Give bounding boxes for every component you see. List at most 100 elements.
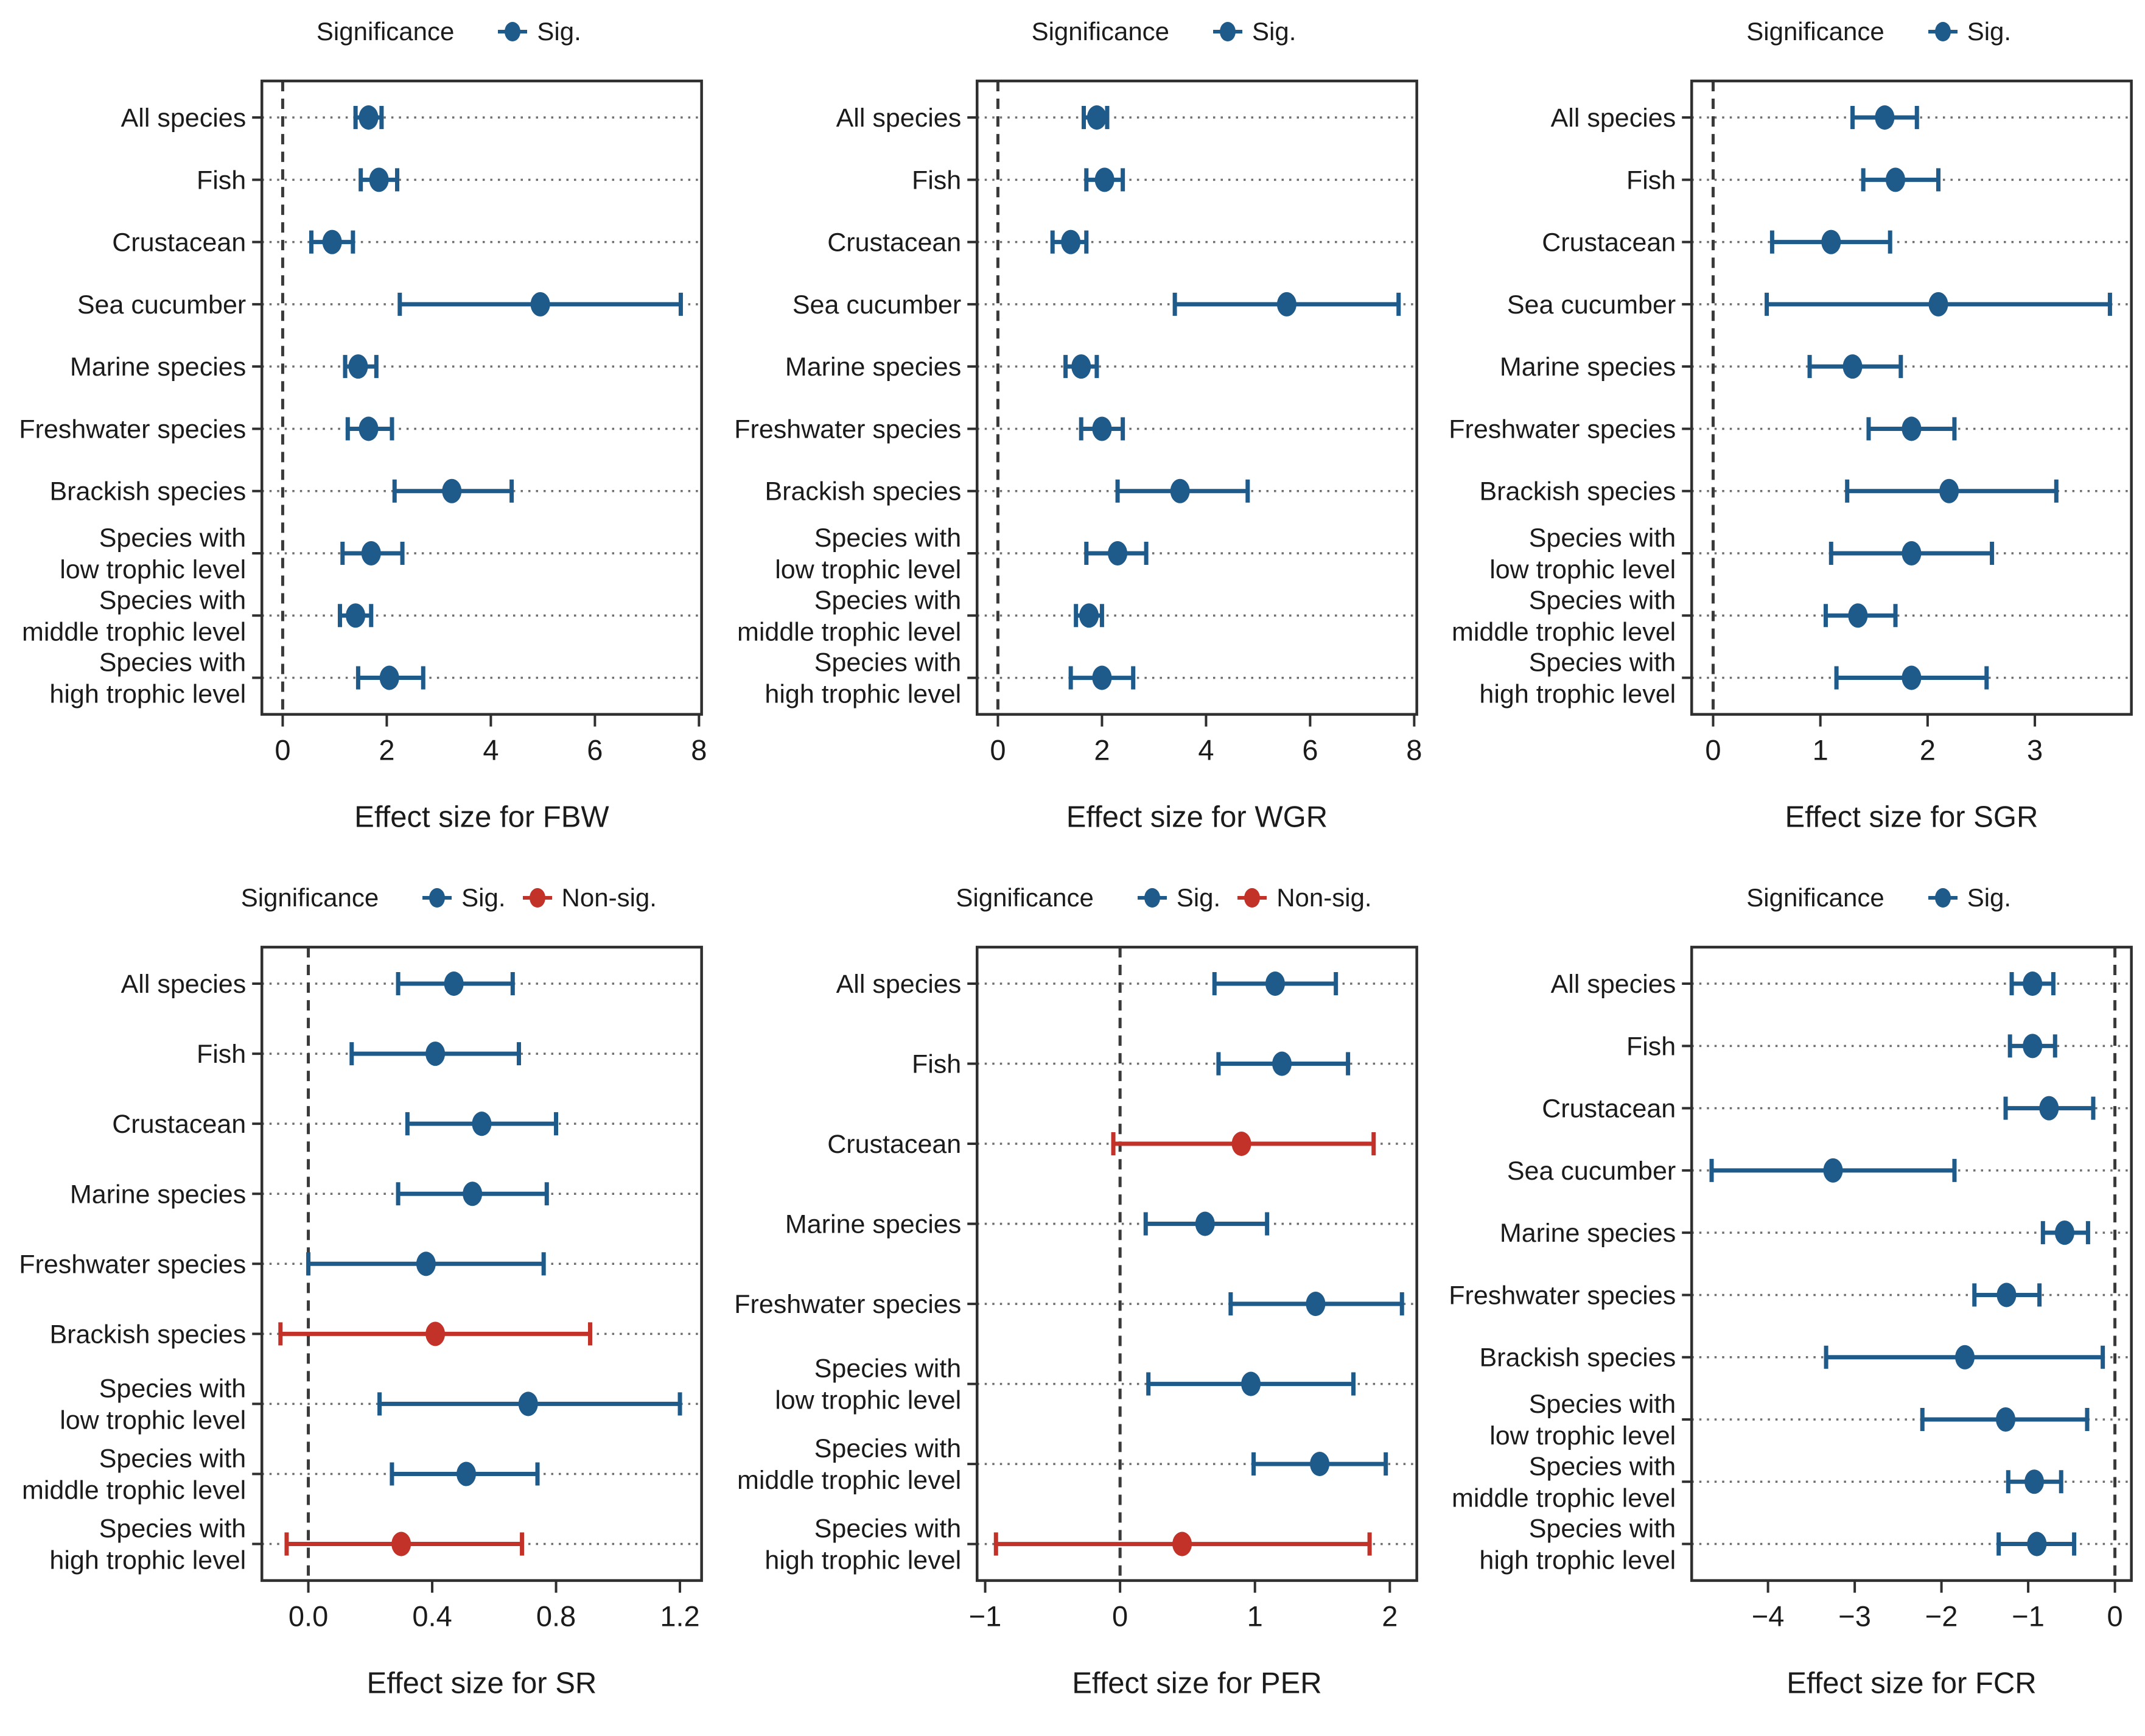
plot-frame	[1690, 945, 2133, 1582]
category-label: Crustacean	[112, 1110, 246, 1139]
data-point	[1143, 1211, 1269, 1236]
x-axis-title: Effect size for FBW	[354, 801, 609, 834]
data-point	[2007, 1034, 2058, 1059]
category-label: Species with middle trophic level	[737, 586, 961, 646]
category-label: Crustacean	[827, 228, 961, 257]
legend-title: Significance	[1746, 17, 1884, 46]
category-label: Crustacean	[1542, 1094, 1676, 1123]
category-label: All species	[836, 103, 961, 133]
data-point	[1807, 354, 1903, 379]
panel-per: Significance Sig. Non-sig. All species Fish C…	[715, 870, 1430, 1736]
category-label: Species with high trophic level	[49, 1514, 246, 1575]
sig-marker-icon	[1928, 22, 1958, 41]
data-point	[397, 292, 683, 317]
legend-item-nonsig: Non-sig.	[1236, 883, 1372, 912]
category-label: Brackish species	[1480, 477, 1676, 506]
sig-marker-icon	[422, 887, 452, 908]
data-point	[396, 971, 515, 996]
data-point	[353, 105, 384, 130]
data-point	[2006, 1469, 2064, 1494]
plot-frame	[975, 945, 1418, 1582]
sig-marker-icon	[1928, 887, 1958, 908]
category-label: All species	[121, 970, 247, 999]
category-label: All species	[121, 103, 247, 133]
legend-item-sig: Sig.	[497, 17, 581, 46]
category-label: Species with low trophic level	[60, 1374, 246, 1435]
category-label: Marine species	[1500, 1219, 1676, 1248]
category-label: Fish	[912, 1049, 961, 1079]
data-point	[1996, 1531, 2077, 1556]
nonsig-marker-icon	[1237, 887, 1267, 908]
legend-label: Non-sig.	[1276, 883, 1372, 912]
category-label: Species with middle trophic level	[1452, 586, 1676, 646]
category-label: Freshwater species	[734, 415, 961, 444]
data-point	[1083, 167, 1125, 192]
legend-title: Significance	[240, 883, 379, 912]
category-label: Marine species	[70, 1180, 246, 1209]
legend-label: Sig.	[1252, 17, 1296, 46]
category-label: Marine species	[785, 352, 961, 382]
x-tick-label: −1	[968, 1600, 1001, 1632]
x-axis-title: Effect size for PER	[1072, 1667, 1321, 1699]
x-tick-label: 0	[1112, 1600, 1128, 1632]
data-point	[392, 478, 514, 503]
category-label: Crustacean	[827, 1130, 961, 1159]
data-point	[1073, 603, 1104, 628]
x-tick-label: 2	[1094, 734, 1110, 766]
data-point	[1824, 1345, 2105, 1370]
x-tick-label: 2	[1382, 1600, 1398, 1632]
data-point	[1079, 416, 1125, 441]
data-point	[355, 665, 425, 690]
data-point	[1824, 603, 1898, 628]
legend-item-nonsig: Non-sig.	[522, 883, 657, 912]
panel-sr: Significance Sig. Non-sig. All species Fish C…	[0, 870, 715, 1736]
data-point	[359, 167, 400, 192]
category-label: Sea cucumber	[77, 290, 246, 320]
legend-title: Significance	[1031, 17, 1170, 46]
forest-plot-fcr: All species Fish Crustacean Sea cucumber Mar…	[1449, 945, 2133, 1699]
category-label: Freshwater species	[1449, 415, 1676, 444]
category-label: Fish	[912, 166, 961, 195]
category-label: Crustacean	[112, 228, 246, 257]
x-axis-title: Effect size for SR	[367, 1667, 597, 1699]
x-axis-title: Effect size for SGR	[1785, 801, 2038, 834]
forest-plot-wgr: All species Fish Crustacean Sea cucumber Mar…	[734, 79, 1422, 834]
plot-frame	[260, 79, 703, 716]
category-label: Freshwater species	[1449, 1281, 1676, 1310]
legend-label: Sig.	[1967, 883, 2012, 912]
category-label: Species with middle trophic level	[1452, 1452, 1676, 1513]
x-tick-label: 8	[691, 734, 707, 766]
legend-item-sig: Sig.	[421, 883, 506, 912]
data-point	[340, 541, 405, 566]
category-label: Fish	[1626, 1032, 1676, 1061]
legend-label: Sig.	[537, 17, 581, 46]
legend-label: Sig.	[1176, 883, 1221, 912]
x-tick-label: −2	[1925, 1600, 1958, 1632]
legend: Significance Sig.	[715, 4, 1430, 60]
data-point	[1081, 105, 1110, 130]
x-tick-label: 0	[990, 734, 1006, 766]
x-tick-label: 0	[1706, 734, 1721, 766]
legend-title: Significance	[1746, 883, 1884, 912]
legend: Significance Sig.	[1430, 870, 2145, 926]
x-tick-label: 8	[1406, 734, 1422, 766]
x-tick-label: 0.0	[289, 1600, 328, 1632]
category-label: Fish	[197, 1040, 246, 1069]
x-tick-label: 2	[379, 734, 394, 766]
data-point	[2041, 1220, 2091, 1245]
category-label: Fish	[1626, 166, 1676, 195]
data-point	[1920, 1407, 2090, 1432]
category-label: Sea cucumber	[1507, 290, 1676, 320]
data-point	[337, 603, 374, 628]
category-label: Species with low trophic level	[1490, 523, 1676, 584]
category-label: All species	[1551, 103, 1676, 133]
sig-marker-icon	[1137, 887, 1167, 908]
x-tick-label: 6	[587, 734, 603, 766]
x-tick-label: 3	[2027, 734, 2043, 766]
x-tick-label: 0.8	[536, 1600, 576, 1632]
x-tick-label: 4	[483, 734, 499, 766]
legend-label: Sig.	[1967, 17, 2012, 46]
plot-frame	[975, 79, 1418, 716]
x-tick-label: 1.2	[660, 1600, 699, 1632]
